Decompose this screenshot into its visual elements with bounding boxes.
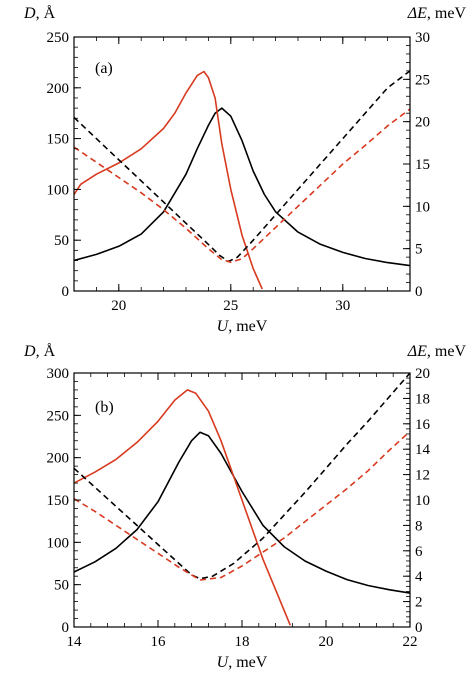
y-left-tick-label: 100 <box>47 535 70 551</box>
x-tick-label: 30 <box>335 298 350 314</box>
series-line-solid-red <box>74 389 292 626</box>
y-right-tick-label: 0 <box>415 284 423 300</box>
y-right-axis-label-var: ΔE <box>407 5 427 22</box>
y-right-axis-label: ΔE, meV <box>407 5 467 22</box>
y-right-tick-label: 20 <box>415 366 430 382</box>
y-left-tick-label: 50 <box>54 233 69 249</box>
panel-b: 14 16 18 20 22050100150200250300024681012141… <box>23 342 466 671</box>
panel-label: (a) <box>95 60 113 77</box>
y-left-axis-label-unit: , Å <box>36 4 56 22</box>
y-left-tick-label: 50 <box>54 578 69 594</box>
series-line-solid-black <box>74 107 410 267</box>
panel-a: 20 25 30 0 50 100 150 200 250 0 5 10 15 20 25 30 D, Å ΔE,… <box>23 4 466 335</box>
y-right-tick-label: 5 <box>415 242 423 258</box>
series-line-dashed-red <box>74 430 410 581</box>
y-right-tick-label: 16 <box>415 417 431 433</box>
y-right-tick-label: 2 <box>415 595 423 611</box>
y-left-axis-label-var: D <box>23 343 36 360</box>
y-right-tick-label: 30 <box>415 30 430 46</box>
x-axis-label-unit: , meV <box>228 654 268 671</box>
y-right-tick-label: 8 <box>415 518 423 534</box>
y-left-tick-label: 0 <box>62 284 70 300</box>
x-axis-label-var: U <box>217 654 230 671</box>
x-tick-label: 20 <box>111 298 126 314</box>
series-line-solid-red <box>74 70 263 290</box>
y-left-tick-label: 200 <box>47 81 70 97</box>
y-left-tick-label: 150 <box>47 493 70 509</box>
y-left-tick-label: 150 <box>47 132 70 148</box>
plot-frame <box>73 36 411 292</box>
y-right-tick-label: 12 <box>415 468 430 484</box>
y-right-tick-label: 0 <box>415 620 423 636</box>
x-axis-label: U, meV <box>217 654 268 671</box>
y-left-axis-label: D, Å <box>23 4 56 22</box>
y-left-tick-label: 200 <box>47 451 70 467</box>
x-axis-label-unit: , meV <box>228 318 268 335</box>
y-left-tick-label: 0 <box>62 620 70 636</box>
y-left-tick-label: 250 <box>47 30 70 46</box>
y-left-tick-label: 250 <box>47 408 70 424</box>
series-line-dashed-red <box>74 108 410 263</box>
y-right-axis-label-unit: , meV <box>427 5 467 22</box>
x-axis-label: U, meV <box>217 318 268 335</box>
y-left-axis-label-var: D <box>23 5 36 22</box>
y-right-tick-label: 10 <box>415 493 430 509</box>
y-right-tick-label: 15 <box>415 157 430 173</box>
y-left-tick-label: 300 <box>47 366 70 382</box>
series-line-solid-black <box>74 431 410 594</box>
panel-label: (b) <box>95 399 114 416</box>
x-axis-label-var: U <box>217 318 230 335</box>
y-right-tick-label: 4 <box>415 569 423 585</box>
x-tick-label: 20 <box>319 634 334 650</box>
x-tick-label: 14 <box>67 634 83 650</box>
x-tick-label: 16 <box>151 634 167 650</box>
y-right-tick-label: 6 <box>415 544 423 560</box>
series-line-dashed-black <box>74 70 410 263</box>
y-left-tick-label: 100 <box>47 182 70 198</box>
series-line-dashed-black <box>74 373 410 580</box>
y-right-tick-label: 14 <box>415 442 431 458</box>
y-left-axis-label-unit: , Å <box>36 342 56 360</box>
y-right-tick-label: 25 <box>415 72 430 88</box>
y-right-tick-label: 10 <box>415 199 430 215</box>
x-tick-label: 18 <box>235 634 250 650</box>
y-right-axis-label: ΔE, meV <box>407 343 467 360</box>
y-right-axis-label-var: ΔE <box>407 343 427 360</box>
y-right-tick-label: 18 <box>415 391 430 407</box>
x-tick-label: 22 <box>403 634 418 650</box>
y-left-axis-label: D, Å <box>23 342 56 360</box>
y-right-tick-label: 20 <box>415 115 430 131</box>
y-right-axis-label-unit: , meV <box>427 343 467 360</box>
x-tick-label: 25 <box>223 298 238 314</box>
